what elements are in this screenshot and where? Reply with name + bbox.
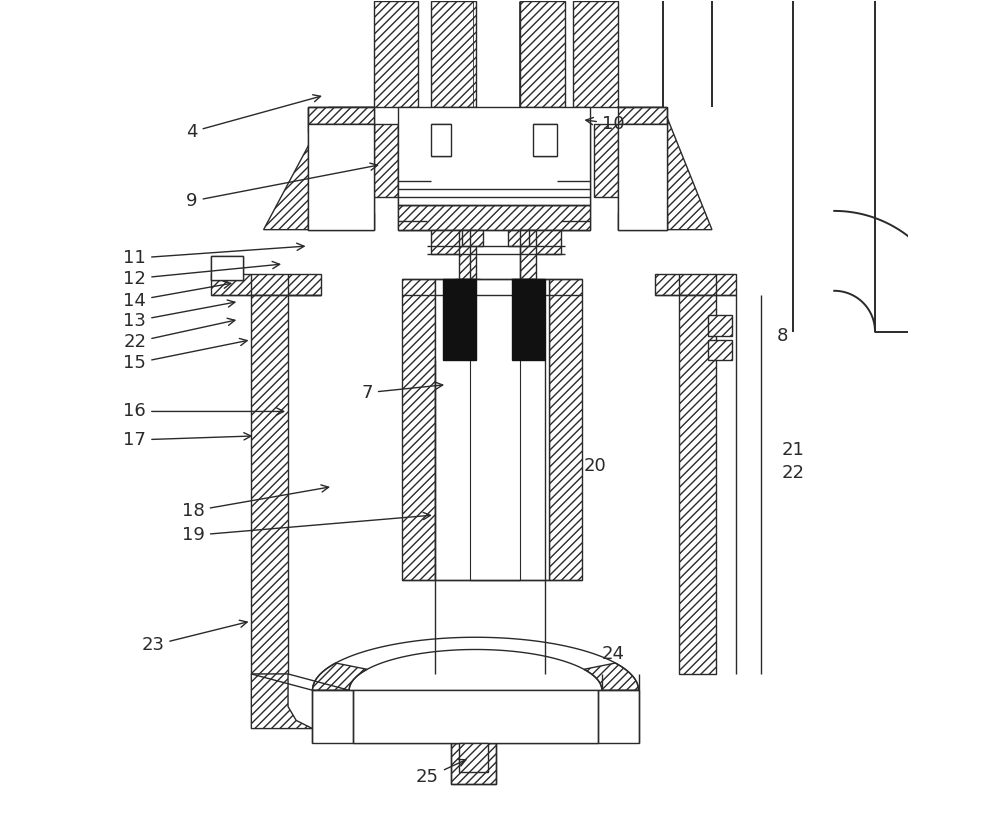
Text: 10: 10	[586, 115, 625, 133]
Bar	[594, 124, 618, 197]
Bar	[308, 124, 374, 230]
Bar	[374, 2, 418, 107]
Text: 14: 14	[123, 281, 231, 309]
Polygon shape	[618, 107, 712, 230]
Bar	[312, 690, 639, 744]
Bar	[618, 107, 667, 124]
Text: 24: 24	[602, 645, 625, 663]
Bar	[211, 275, 321, 294]
Bar	[398, 107, 590, 205]
Bar	[470, 515, 520, 580]
Polygon shape	[264, 107, 374, 230]
Text: 23: 23	[141, 620, 247, 654]
Bar	[443, 279, 476, 360]
Bar	[470, 466, 520, 515]
Bar	[435, 279, 549, 580]
Bar	[251, 294, 288, 674]
Bar	[679, 294, 716, 674]
Text: 25: 25	[416, 759, 466, 786]
Bar	[618, 213, 667, 230]
Bar	[402, 279, 435, 580]
Text: 9: 9	[186, 163, 378, 210]
Bar	[533, 124, 557, 156]
Polygon shape	[584, 663, 639, 690]
Bar	[520, 230, 536, 279]
Bar	[211, 256, 243, 281]
Bar	[529, 230, 561, 254]
Bar	[398, 205, 590, 230]
Bar	[308, 213, 374, 230]
Bar	[557, 124, 590, 230]
Text: 20: 20	[584, 457, 607, 475]
Text: 12: 12	[123, 262, 280, 288]
Bar	[308, 107, 374, 124]
Bar	[470, 352, 520, 368]
Text: 21: 21	[781, 441, 804, 459]
Bar	[470, 397, 520, 413]
Bar	[451, 744, 496, 784]
Polygon shape	[312, 663, 367, 690]
Bar	[308, 107, 374, 124]
Text: 13: 13	[123, 300, 235, 330]
Bar	[427, 124, 459, 181]
Bar	[462, 230, 483, 246]
Bar	[353, 690, 598, 744]
Text: 8: 8	[777, 326, 789, 344]
Bar	[573, 2, 618, 107]
Bar	[459, 744, 488, 771]
Bar	[512, 279, 545, 360]
Text: 22: 22	[123, 318, 235, 351]
Bar	[655, 275, 736, 294]
Bar	[708, 315, 732, 335]
Polygon shape	[251, 674, 312, 729]
Text: 17: 17	[123, 431, 251, 449]
Text: 11: 11	[123, 243, 304, 267]
Bar	[549, 279, 582, 580]
Bar	[431, 124, 451, 156]
Bar	[455, 279, 480, 368]
Text: 18: 18	[182, 485, 329, 520]
Bar	[508, 230, 529, 246]
Text: 22: 22	[781, 464, 804, 482]
Text: 7: 7	[361, 382, 443, 402]
Bar	[398, 124, 431, 230]
Text: 15: 15	[123, 339, 247, 372]
Bar	[211, 256, 243, 281]
Bar	[470, 368, 520, 474]
Text: 4: 4	[186, 95, 321, 141]
Bar	[618, 124, 667, 230]
Bar	[459, 230, 476, 279]
Bar	[374, 124, 398, 197]
Text: 19: 19	[182, 512, 430, 544]
Bar	[511, 279, 535, 368]
Bar	[708, 339, 732, 360]
Bar	[520, 2, 565, 107]
Bar	[308, 124, 374, 132]
Text: 16: 16	[123, 402, 284, 420]
Bar	[431, 2, 476, 107]
Bar	[431, 230, 463, 254]
Bar	[533, 124, 565, 181]
